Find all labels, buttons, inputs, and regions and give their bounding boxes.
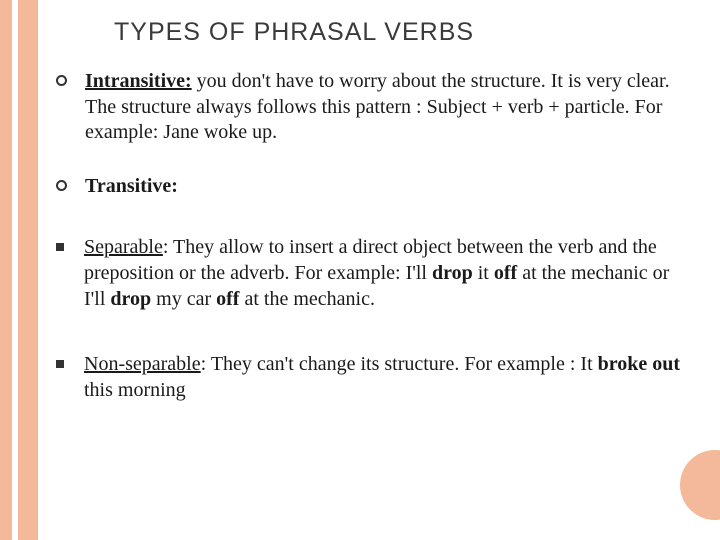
accent-stripe-1 bbox=[0, 0, 12, 540]
item-text: : They can't change its structure. For e… bbox=[201, 353, 598, 375]
accent-circle bbox=[680, 450, 720, 520]
item-bold: off bbox=[494, 262, 517, 284]
list-item: Non-separable: They can't change its str… bbox=[56, 352, 690, 403]
item-body: Transitive: bbox=[85, 174, 178, 200]
item-bold: broke out bbox=[598, 353, 680, 375]
item-body: Non-separable: They can't change its str… bbox=[84, 352, 690, 403]
item-body: Intransitive: you don't have to worry ab… bbox=[85, 69, 690, 146]
item-lead: Transitive: bbox=[85, 175, 178, 197]
bullet-circle-icon bbox=[56, 75, 67, 86]
list-item: Transitive: bbox=[56, 174, 690, 200]
item-text: this morning bbox=[84, 379, 186, 401]
accent-stripe-2 bbox=[18, 0, 38, 540]
slide-title: TYPES OF PHRASAL VERBS bbox=[114, 18, 690, 47]
bullet-circle-icon bbox=[56, 180, 67, 191]
item-text: at the mechanic. bbox=[239, 288, 375, 310]
slide-content: TYPES OF PHRASAL VERBS Intransitive: you… bbox=[56, 18, 690, 431]
item-text: my car bbox=[151, 288, 216, 310]
item-bold: drop bbox=[110, 288, 151, 310]
item-lead: Intransitive: bbox=[85, 70, 192, 92]
list-item: Intransitive: you don't have to worry ab… bbox=[56, 69, 690, 146]
bullet-square-icon bbox=[56, 243, 64, 251]
item-lead: Separable bbox=[84, 236, 163, 258]
item-text: it bbox=[473, 262, 494, 284]
item-bold: drop bbox=[432, 262, 473, 284]
item-body: Separable: They allow to insert a direct… bbox=[84, 235, 690, 312]
list-item: Separable: They allow to insert a direct… bbox=[56, 235, 690, 312]
bullet-square-icon bbox=[56, 360, 64, 368]
item-lead: Non-separable bbox=[84, 353, 201, 375]
item-bold: off bbox=[216, 288, 239, 310]
